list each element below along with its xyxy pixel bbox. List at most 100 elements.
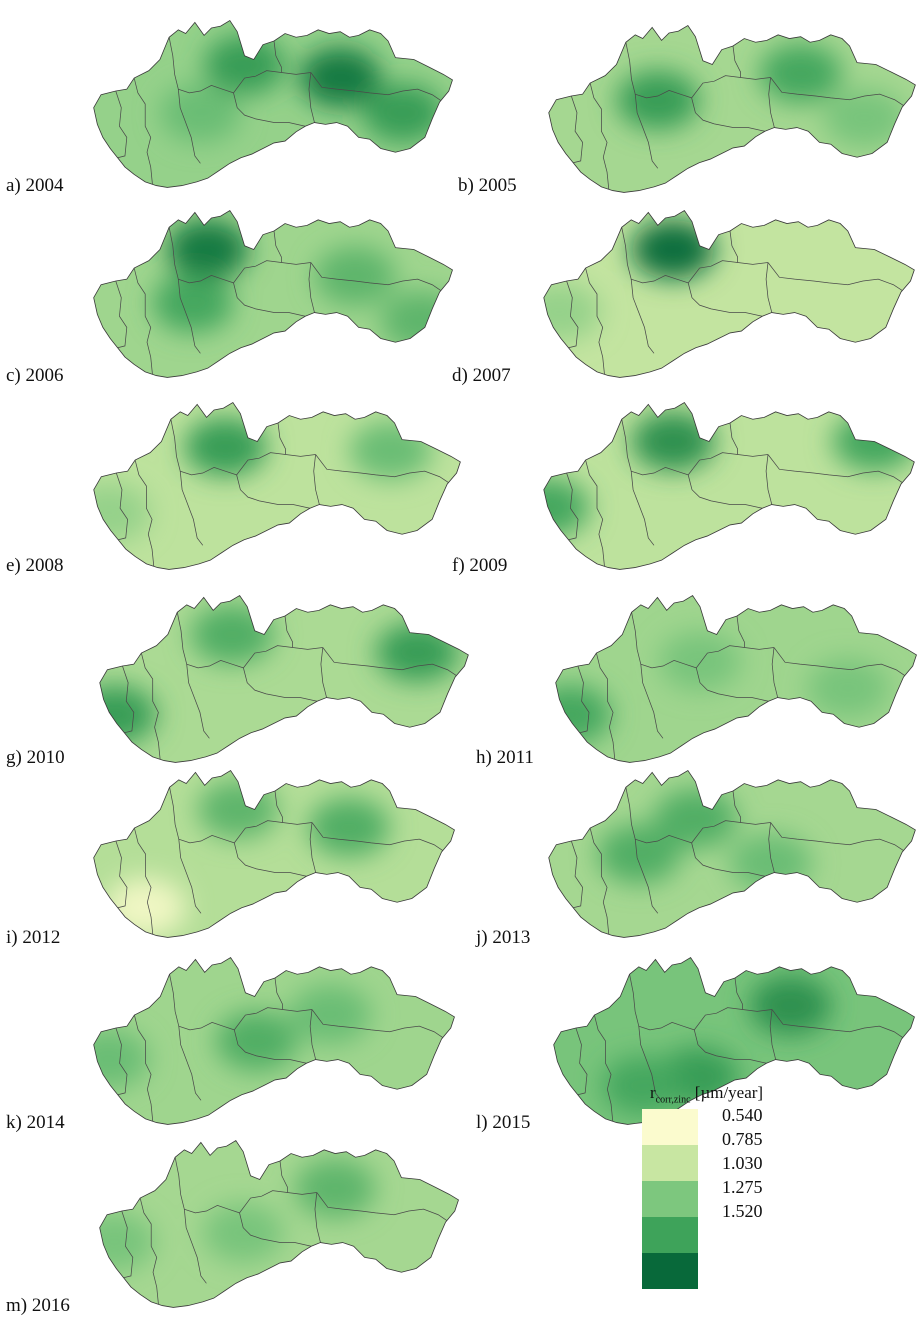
region-border: [313, 454, 320, 505]
map-panel: [90, 15, 458, 193]
region-border: [691, 97, 766, 132]
map-panel: [550, 952, 920, 1130]
region-border: [631, 612, 697, 669]
concentration-hotspot: [99, 1212, 155, 1272]
legend-value: 0.540: [722, 1105, 763, 1125]
concentration-hotspot: [202, 1203, 284, 1263]
slovakia-map: [543, 210, 915, 378]
region-border: [315, 454, 452, 485]
region-border: [115, 1027, 128, 1096]
region-border: [115, 472, 128, 541]
region-border: [693, 1029, 767, 1064]
region-border: [121, 1210, 134, 1279]
region-border: [311, 1009, 446, 1040]
region-border: [732, 45, 741, 78]
region-border: [243, 645, 323, 669]
region-border: [768, 77, 775, 128]
region-border: [314, 1192, 321, 1243]
region-border: [621, 227, 689, 284]
concentration-hotspot: [759, 43, 843, 104]
concentration-hotspot: [659, 631, 741, 691]
region-border: [594, 1014, 614, 1123]
map-caption: a) 2004: [6, 175, 64, 196]
region-border: [168, 227, 234, 284]
country-outline: [99, 595, 469, 763]
region-border: [687, 282, 763, 317]
region-border: [134, 459, 155, 568]
region-border: [771, 647, 779, 698]
concentration-hotspot: [807, 658, 889, 718]
region-border: [170, 419, 237, 476]
region-border: [570, 95, 583, 164]
region-border: [169, 974, 235, 1031]
region-border: [310, 262, 444, 293]
region-border: [179, 471, 204, 546]
concentration-hotspot: [729, 833, 812, 893]
country-outline: [548, 770, 916, 938]
region-border: [320, 647, 327, 698]
map-panel: [540, 397, 920, 575]
map-caption: d) 2007: [452, 365, 511, 386]
region-border: [310, 72, 444, 103]
region-border: [233, 842, 307, 877]
concentration-hotspot: [190, 604, 274, 665]
map-panel: [90, 952, 460, 1130]
region-border: [765, 262, 773, 313]
concentration-hotspot: [93, 483, 151, 543]
region-border: [585, 267, 605, 376]
region-border: [178, 1026, 202, 1101]
region-border: [176, 612, 244, 669]
country-outline: [543, 402, 915, 570]
map-panel: [545, 765, 921, 943]
region-border: [134, 1014, 154, 1123]
concentration-hotspot: [543, 282, 601, 342]
region-border: [577, 665, 590, 734]
region-border: [239, 1212, 312, 1247]
region-border: [734, 977, 743, 1010]
region-border: [177, 89, 201, 164]
region-border: [770, 77, 907, 108]
country-outline: [555, 595, 917, 763]
region-border: [236, 474, 311, 509]
region-border: [133, 77, 153, 186]
slovakia-map: [543, 402, 915, 570]
region-border: [630, 471, 655, 546]
country-outline: [93, 210, 453, 378]
region-border: [575, 1027, 588, 1096]
concentration-hotspot: [616, 70, 700, 130]
map-panel: [552, 590, 922, 768]
region-border: [694, 1007, 773, 1031]
map-panel: [90, 397, 466, 575]
concentration-hotspot: [294, 1158, 376, 1219]
region-border: [589, 82, 610, 191]
concentration-hotspot: [601, 1055, 684, 1116]
slovakia-map: [93, 957, 455, 1125]
region-border: [309, 1009, 317, 1060]
map-caption: k) 2014: [6, 1112, 65, 1133]
concentration-hotspot: [308, 797, 390, 857]
legend-value: 1.030: [722, 1153, 763, 1173]
slovakia-map: [93, 402, 461, 570]
region-border: [233, 70, 311, 94]
concentration-hotspot: [289, 984, 372, 1044]
region-border: [687, 452, 769, 476]
region-border: [687, 260, 769, 284]
map-caption: j) 2013: [476, 927, 531, 948]
legend-value: 1.275: [722, 1177, 763, 1197]
region-border: [767, 262, 906, 293]
country-outline: [93, 20, 453, 188]
map-caption: l) 2015: [476, 1112, 531, 1133]
concentration-hotspot: [362, 83, 444, 143]
region-border: [769, 1009, 777, 1060]
region-border: [234, 820, 313, 844]
region-border: [284, 615, 293, 648]
region-border: [691, 75, 771, 99]
concentration-hotspot: [159, 83, 241, 143]
region-border: [695, 667, 769, 702]
region-border: [566, 280, 579, 349]
legend-swatch: [642, 1109, 698, 1145]
region-border: [122, 665, 135, 734]
region-border: [274, 790, 283, 823]
country-outline: [93, 957, 455, 1125]
concentration-hotspot: [299, 47, 381, 107]
